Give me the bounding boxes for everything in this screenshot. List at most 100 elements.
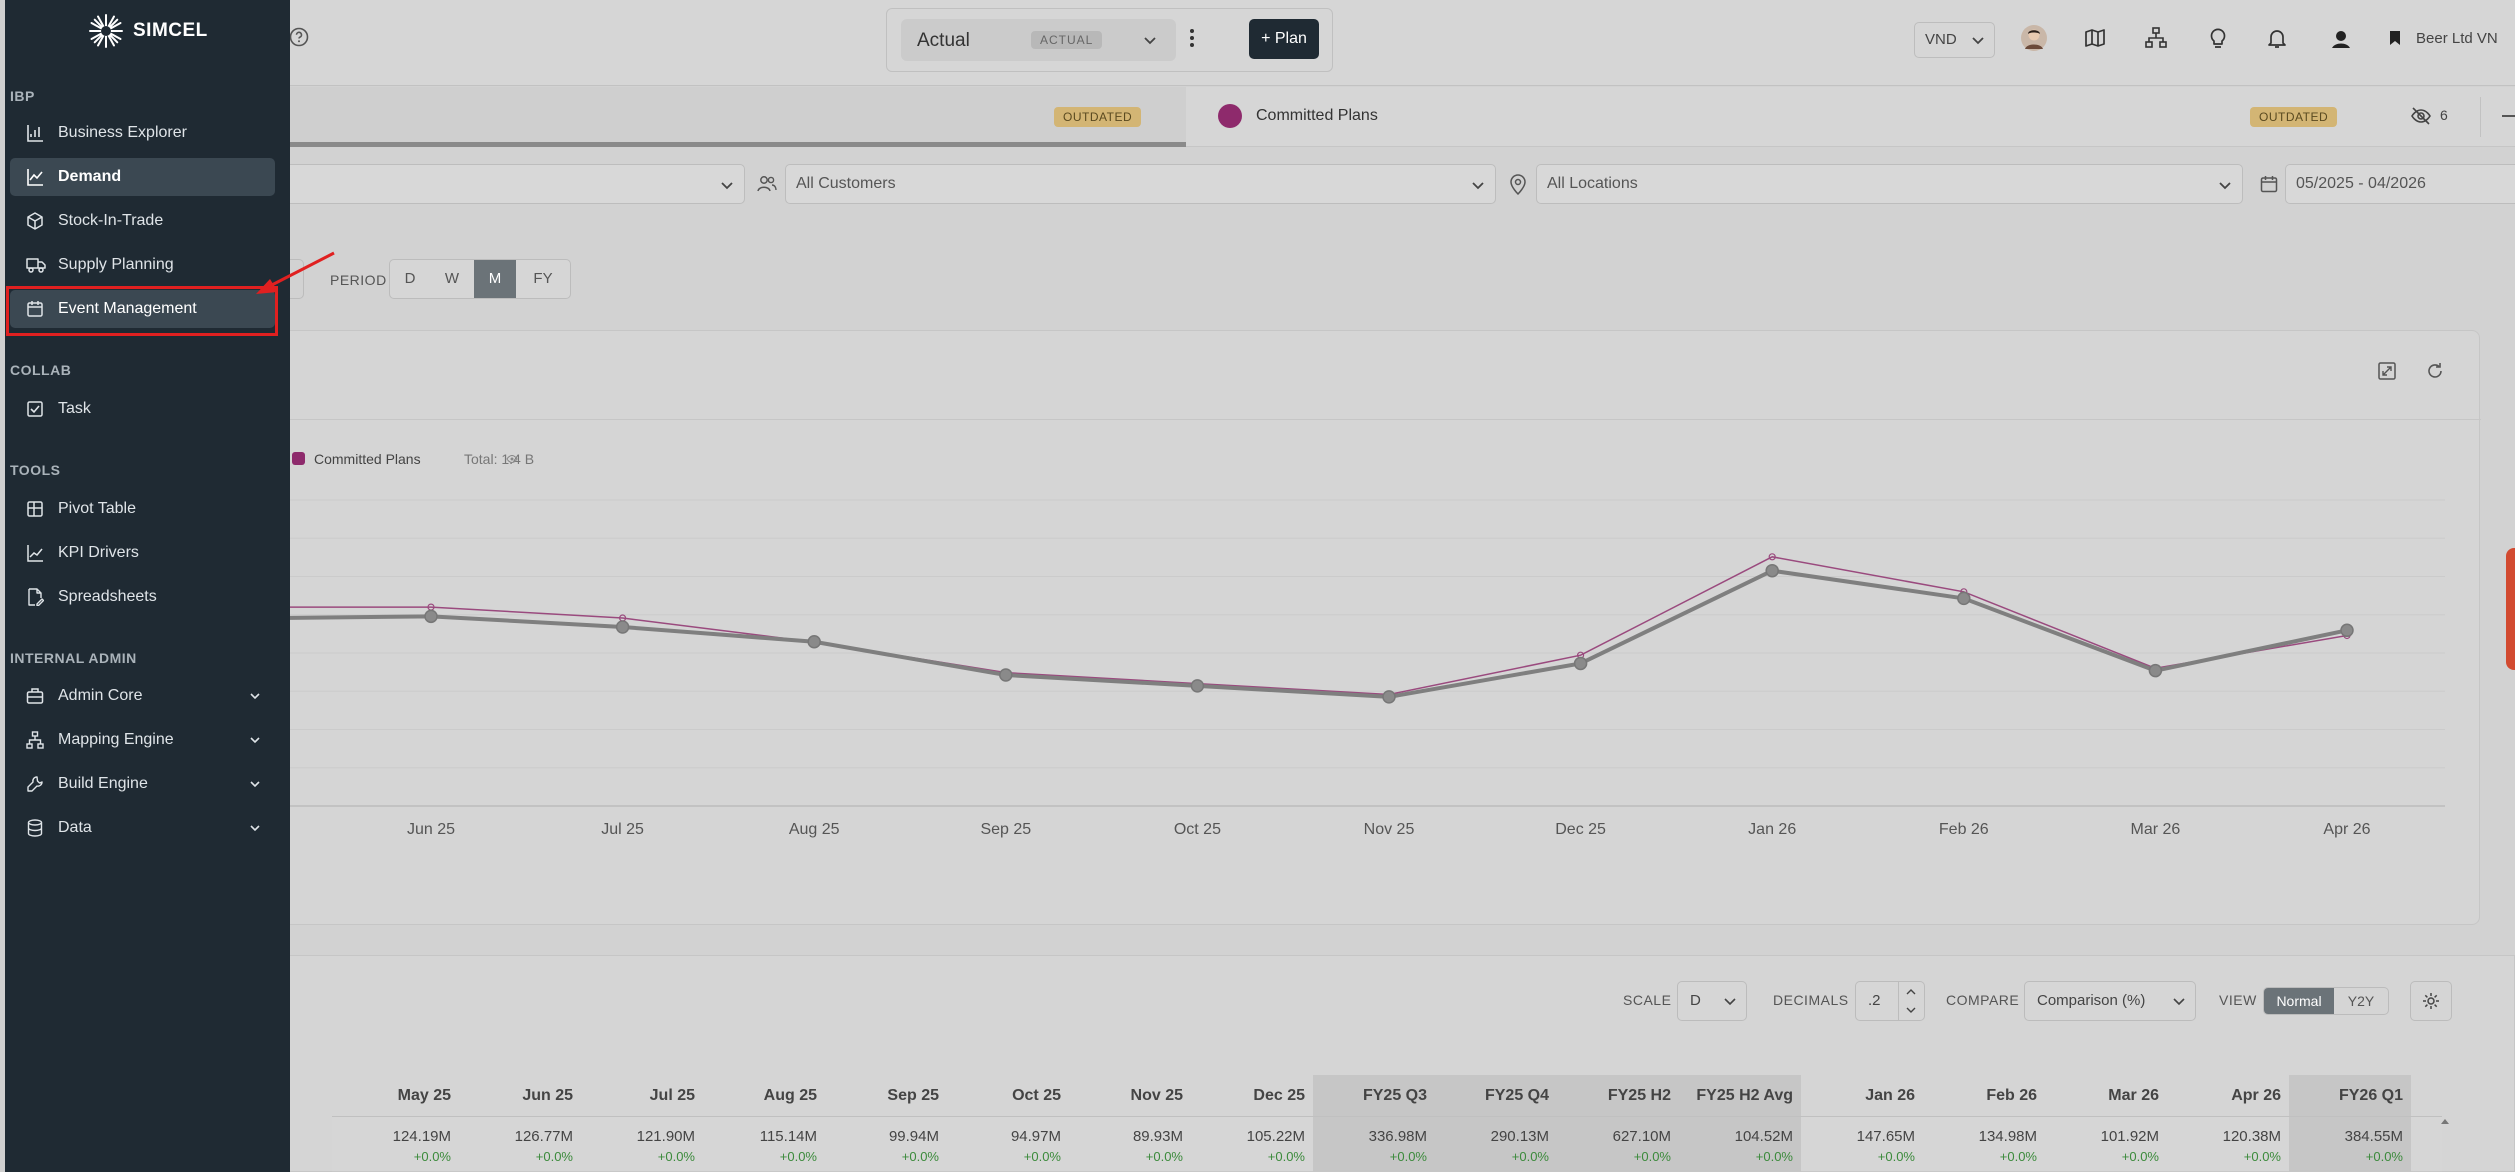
table-cell-value[interactable]: 336.98M [1368,1128,1427,1145]
sidebar-item-business-explorer[interactable]: Business Explorer [10,114,275,152]
scenario-select[interactable]: Actual ACTUAL [901,19,1176,61]
toolbar-control[interactable] [282,259,304,299]
sidebar-item-pivot-table[interactable]: Pivot Table [10,490,275,528]
period-label: PERIOD [330,272,387,288]
tab-scenario-actual[interactable]: OUTDATED [280,87,1186,147]
table-cell-value[interactable]: 147.65M [1856,1128,1915,1145]
add-plan-button[interactable]: + Plan [1249,19,1319,59]
section-label-collab: COLLAB [10,362,72,378]
table-cell-value[interactable]: 101.92M [2100,1128,2159,1145]
sidebar-item-stock-in-trade[interactable]: Stock-In-Trade [10,202,275,240]
sidebar-item-event-management[interactable]: Event Management [10,290,275,328]
column-header[interactable]: Nov 25 [1130,1087,1183,1104]
trend-icon [26,544,44,562]
column-header[interactable]: Dec 25 [1253,1087,1305,1104]
sidebar-item-spreadsheets[interactable]: Spreadsheets [10,578,275,616]
column-header[interactable]: Aug 25 [763,1087,817,1104]
column-header[interactable]: May 25 [397,1087,451,1104]
period-week-button[interactable]: W [444,270,460,287]
decimals-stepper[interactable]: .2 [1855,981,1925,1021]
expand-icon[interactable] [2377,361,2397,381]
table-cell-value[interactable]: 115.14M [759,1128,817,1145]
period-fy-button[interactable]: FY [533,270,553,287]
sidebar-item-admin-core[interactable]: Admin Core [10,677,275,715]
user-avatar-icon[interactable] [2020,24,2048,52]
sidebar-item-build-engine[interactable]: Build Engine [10,765,275,803]
hierarchy-icon[interactable] [2144,26,2168,50]
bell-icon[interactable] [2265,26,2289,50]
period-month-button[interactable]: M [474,260,516,298]
table-cell-value[interactable]: 126.77M [514,1128,573,1145]
table-cell-value[interactable]: 104.52M [1734,1128,1793,1145]
table-settings-button[interactable] [2410,981,2452,1021]
locations-filter[interactable]: All Locations [1536,164,2243,204]
lightbulb-icon[interactable] [2206,26,2230,50]
column-header[interactable]: FY25 Q4 [1484,1087,1549,1104]
product-filter[interactable] [285,164,745,204]
customers-filter[interactable]: All Customers [785,164,1496,204]
side-panel-tab[interactable] [2506,548,2515,670]
minus-icon[interactable] [2502,115,2515,117]
database-icon [26,819,44,837]
view-normal-button[interactable]: Normal [2264,988,2334,1014]
sidebar-item-kpi-drivers[interactable]: KPI Drivers [10,534,275,572]
table-cell-comparison: +0.0% [535,1149,573,1164]
help-icon[interactable] [289,27,309,47]
table-cell-value[interactable]: 94.97M [1010,1128,1061,1145]
column-header[interactable]: Oct 25 [1012,1087,1061,1104]
table-cell-value[interactable]: 384.55M [2344,1128,2403,1145]
table-cell-comparison: +0.0% [2121,1149,2159,1164]
table-cell-value[interactable]: 89.93M [1132,1128,1183,1145]
column-header[interactable]: Sep 25 [887,1087,939,1104]
chevron-up-icon[interactable] [1904,985,1918,999]
scale-select[interactable]: D [1677,981,1747,1021]
sidebar-item-data[interactable]: Data [10,809,275,847]
refresh-icon[interactable] [2425,361,2445,381]
sidebar-item-supply-planning[interactable]: Supply Planning [10,246,275,284]
account-icon[interactable] [2328,26,2354,52]
table-cell-value[interactable]: 290.13M [1490,1128,1549,1145]
chevron-down-icon [248,821,262,835]
column-header[interactable]: FY26 Q1 [2338,1087,2403,1104]
column-header[interactable]: Jan 26 [1865,1087,1915,1104]
column-header[interactable]: Apr 26 [2231,1087,2281,1104]
table-cell-value[interactable]: 627.10M [1612,1128,1671,1145]
period-day-button[interactable]: D [404,270,416,287]
compare-select[interactable]: Comparison (%) [2024,981,2196,1021]
map-icon[interactable] [2083,26,2107,50]
column-header[interactable]: Jul 25 [649,1087,695,1104]
table-cell-value[interactable]: 120.38M [2222,1128,2281,1145]
chevron-down-icon [1722,993,1738,1009]
tab-divider [2480,97,2481,137]
column-header[interactable]: FY25 Q3 [1362,1087,1427,1104]
sort-up-icon[interactable] [2440,1117,2450,1125]
table-cell-value[interactable]: 99.94M [888,1128,939,1145]
line-chart: Jun 25 Jul 25 Aug 25 Sep 25 Oct 25 Nov 25 Dec … [280,499,2445,838]
view-y2y-button[interactable]: Y2Y [2347,993,2375,1009]
chevron-down-icon [248,689,262,703]
top-bar: Actual ACTUAL + Plan VND Beer Ltd [0,0,2515,86]
currency-select[interactable]: VND [1914,22,1995,58]
table-cell-comparison: +0.0% [1511,1149,1549,1164]
sidebar-item-demand[interactable]: Demand [10,158,275,196]
table-cell-value[interactable]: 121.90M [636,1128,695,1145]
table-cell-value[interactable]: 105.22M [1246,1128,1305,1145]
column-header[interactable]: FY25 H2 [1607,1087,1671,1104]
x-tick-label: Jun 25 [407,821,455,838]
legend-label[interactable]: Committed Plans [314,451,421,467]
column-header[interactable]: Feb 26 [1986,1087,2037,1104]
eye-icon[interactable] [506,453,518,465]
column-header[interactable]: Jun 25 [522,1087,573,1104]
table-cell-value[interactable]: 134.98M [1978,1128,2037,1145]
table-cell-value[interactable]: 124.19M [392,1128,451,1145]
column-header[interactable]: Mar 26 [2108,1087,2159,1104]
hidden-scenarios-toggle[interactable]: 6 [2410,105,2448,127]
sidebar-item-task[interactable]: Task [10,390,275,428]
tab-committed-plans[interactable]: Committed Plans OUTDATED [1186,87,2338,147]
date-range-input[interactable]: 05/2025 - 04/2026 [2285,164,2515,204]
column-header[interactable]: FY25 H2 Avg [1696,1087,1793,1104]
sidebar-item-mapping-engine[interactable]: Mapping Engine [10,721,275,759]
chevron-down-icon[interactable] [1904,1003,1918,1017]
more-options-icon[interactable] [1189,27,1195,49]
company-name[interactable]: Beer Ltd VN [2416,30,2498,47]
